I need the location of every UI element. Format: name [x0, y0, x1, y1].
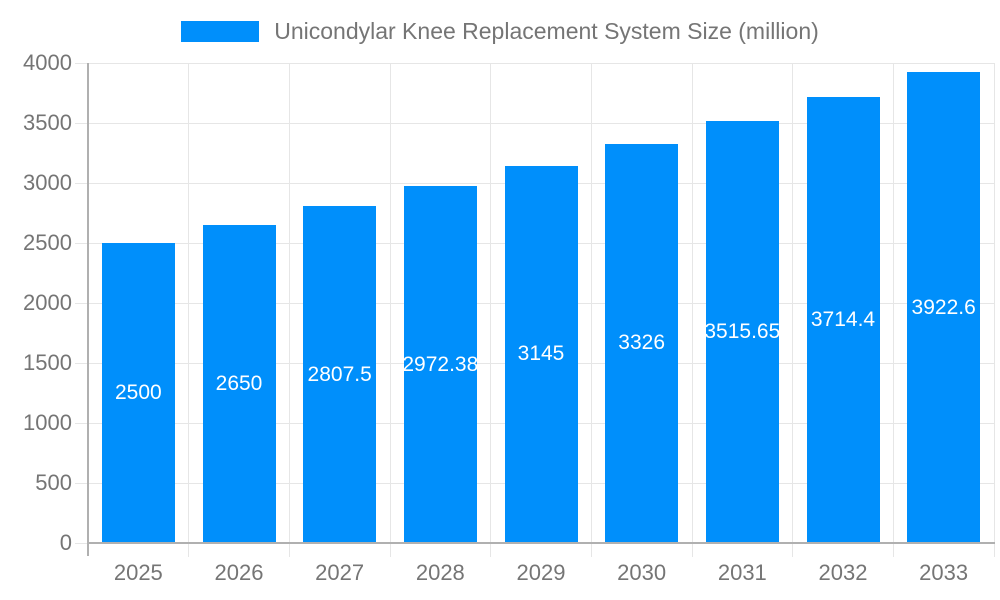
x-axis-tick-label: 2031 [717, 560, 767, 585]
y-axis-tick-label: 1500 [23, 350, 72, 375]
bar-value-label: 3714.4 [810, 308, 876, 332]
bar-value-label: 2500 [114, 381, 162, 404]
y-tick-mark [75, 302, 88, 304]
y-tick-mark [75, 482, 88, 484]
y-tick-mark [75, 62, 88, 64]
v-gridline [590, 63, 592, 557]
v-gridline [490, 63, 492, 557]
v-gridline [993, 63, 995, 557]
x-axis-tick-label: 2030 [617, 560, 667, 585]
bar-2031[interactable]: 3515.65 [705, 121, 779, 543]
x-axis-tick-label: 2033 [919, 560, 969, 585]
legend-series-label: Unicondylar Knee Replacement System Size… [274, 18, 819, 44]
y-tick-mark [75, 362, 88, 364]
x-axis-tick-label: 2029 [516, 560, 566, 585]
v-gridline [188, 63, 190, 557]
bar-2032[interactable]: 3714.4 [806, 97, 880, 543]
bar-value-label: 3515.65 [705, 320, 779, 344]
bar-value-label: 3922.6 [911, 295, 976, 319]
y-axis-tick-label: 500 [35, 470, 72, 495]
y-tick-mark [75, 542, 88, 544]
y-tick-mark [75, 122, 88, 124]
bar-2025[interactable]: 2500 [101, 243, 175, 543]
y-axis-tick-label: 4000 [23, 50, 72, 75]
y-axis-tick-label: 0 [59, 530, 72, 555]
plot-area: 2500 2650 2807.5 2972.38 3145 3326 3515.65 3714… [75, 62, 995, 557]
y-axis-tick-label: 2000 [23, 290, 72, 315]
v-gridline [288, 63, 290, 557]
x-axis-tick-label: 2027 [315, 560, 365, 585]
y-axis-tick-label: 3000 [23, 170, 72, 195]
x-axis-tick-label: 2028 [415, 560, 465, 585]
x-axis-line [87, 542, 995, 544]
y-tick-mark [75, 182, 88, 184]
bar-value-label: 3145 [517, 342, 565, 366]
v-gridline [389, 63, 391, 557]
x-axis-tick-label: 2025 [113, 560, 163, 585]
y-tick-mark [75, 242, 88, 244]
y-axis-line [87, 63, 89, 556]
x-axis-tick-label: 2032 [818, 560, 868, 585]
bar-2026[interactable]: 2650 [202, 225, 276, 543]
y-axis-tick-label: 3500 [23, 110, 72, 135]
bar-value-label: 2807.5 [307, 362, 372, 386]
bar-2028[interactable]: 2972.38 [403, 186, 477, 543]
chart-legend[interactable]: Unicondylar Knee Replacement System Size… [0, 18, 1000, 44]
y-axis-tick-label: 1000 [23, 410, 72, 435]
legend-swatch-icon [181, 20, 260, 42]
y-axis-tick-label: 2500 [23, 230, 72, 255]
bar-2030[interactable]: 3326 [605, 143, 679, 543]
v-gridline [691, 63, 693, 557]
bar-value-label: 2650 [215, 372, 263, 395]
bar-2027[interactable]: 2807.5 [303, 206, 377, 543]
bar-value-label: 3326 [618, 331, 666, 355]
x-axis-tick-label: 2026 [214, 560, 264, 585]
h-gridline [88, 122, 994, 124]
bar-2029[interactable]: 3145 [504, 165, 578, 543]
bar-2033[interactable]: 3922.6 [907, 72, 981, 543]
bar-value-label: 2972.38 [403, 352, 477, 376]
y-tick-mark [75, 422, 88, 424]
v-gridline [892, 63, 894, 557]
v-gridline [792, 63, 794, 557]
h-gridline [88, 62, 994, 64]
